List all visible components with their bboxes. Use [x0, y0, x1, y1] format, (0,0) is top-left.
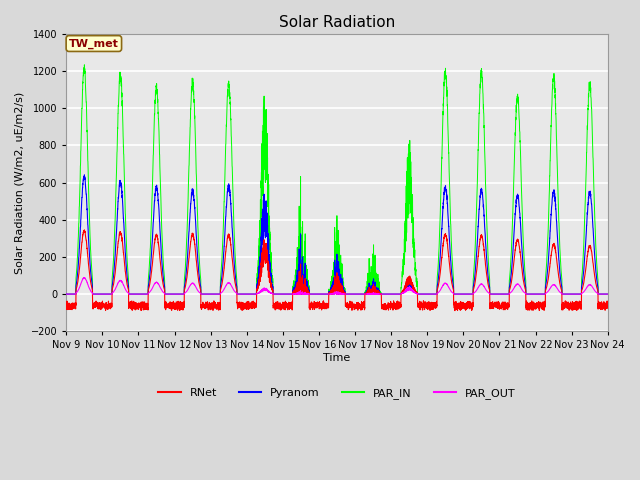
PAR_OUT [489, 291, 497, 297]
PAR_IN [604, 291, 612, 297]
Pyranom [604, 291, 611, 297]
RNet [451, 308, 459, 313]
PAR_OUT [317, 291, 324, 297]
X-axis label: Time: Time [323, 353, 351, 363]
Line: PAR_OUT: PAR_OUT [66, 277, 608, 294]
RNet [604, 299, 611, 305]
PAR_IN [62, 291, 70, 297]
Pyranom [160, 278, 168, 284]
Text: TW_met: TW_met [69, 38, 119, 48]
PAR_OUT [81, 275, 88, 280]
RNet [81, 227, 88, 233]
RNet [604, 300, 612, 306]
Pyranom [489, 291, 497, 297]
Y-axis label: Solar Radiation (W/m2, uE/m2/s): Solar Radiation (W/m2, uE/m2/s) [15, 92, 25, 274]
PAR_IN [429, 291, 436, 297]
PAR_OUT [458, 291, 466, 297]
PAR_OUT [604, 291, 612, 297]
Pyranom [81, 172, 88, 178]
PAR_OUT [160, 290, 168, 296]
RNet [490, 304, 497, 310]
Pyranom [429, 291, 436, 297]
PAR_IN [489, 291, 497, 297]
PAR_OUT [604, 291, 611, 297]
PAR_IN [458, 291, 466, 297]
PAR_OUT [429, 291, 436, 297]
RNet [62, 305, 70, 311]
Line: RNet: RNet [66, 230, 608, 311]
Pyranom [317, 291, 324, 297]
Legend: RNet, Pyranom, PAR_IN, PAR_OUT: RNet, Pyranom, PAR_IN, PAR_OUT [154, 383, 520, 403]
PAR_IN [160, 266, 168, 272]
PAR_IN [81, 62, 88, 68]
RNet [160, 284, 168, 290]
PAR_IN [604, 291, 611, 297]
Line: PAR_IN: PAR_IN [66, 65, 608, 294]
RNet [317, 302, 324, 308]
Title: Solar Radiation: Solar Radiation [279, 15, 395, 30]
PAR_OUT [62, 291, 70, 297]
PAR_IN [317, 291, 324, 297]
Pyranom [604, 291, 612, 297]
RNet [459, 301, 467, 307]
Line: Pyranom: Pyranom [66, 175, 608, 294]
RNet [429, 307, 436, 312]
Pyranom [62, 291, 70, 297]
Pyranom [458, 291, 466, 297]
